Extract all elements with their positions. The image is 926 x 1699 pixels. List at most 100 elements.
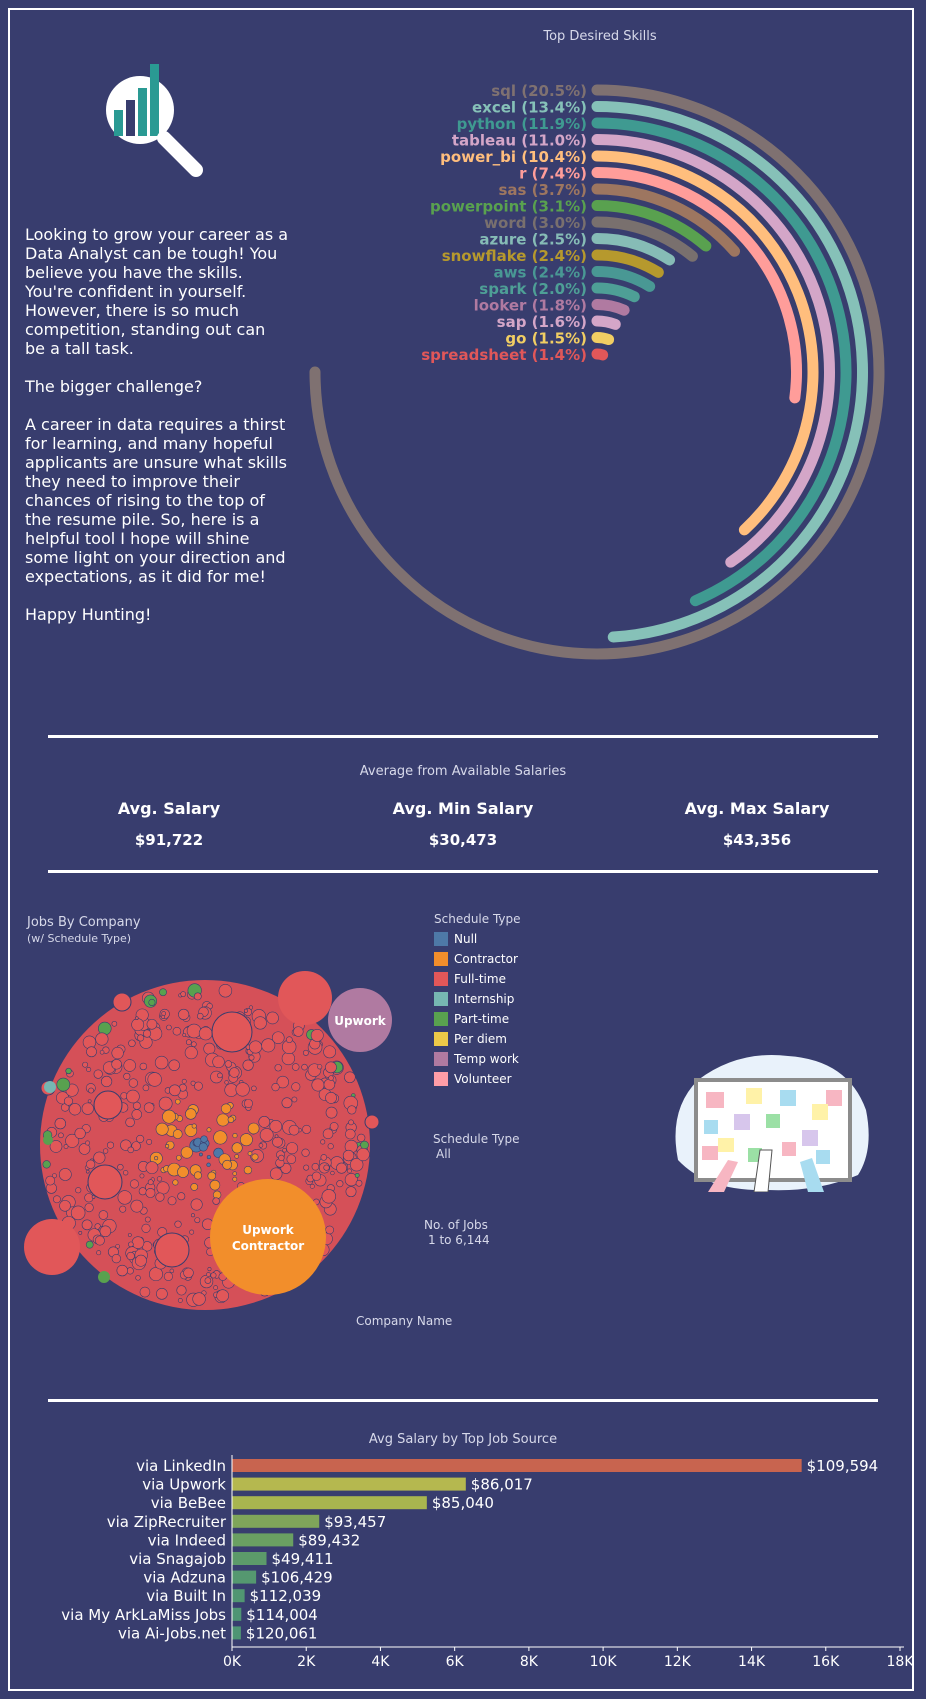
skill-arc-spark[interactable] (591, 282, 640, 303)
skill-arc-aws[interactable] (591, 266, 656, 292)
skill-arc-powerpoint[interactable] (591, 200, 712, 252)
bar-data-label: $85,040 (432, 1494, 494, 1512)
skill-label-python: python (11.9%) (457, 115, 587, 133)
legend-swatch (434, 952, 448, 966)
section-divider-2 (48, 870, 878, 873)
skill-label-looker: looker (1.8%) (474, 297, 587, 315)
x-tick-label: 2K (297, 1654, 316, 1670)
bar-via-built-in[interactable] (232, 1589, 245, 1603)
legend-title: Schedule Type (434, 912, 521, 926)
legend-label: Per diem (454, 1032, 507, 1046)
bar-data-label: $89,432 (298, 1531, 360, 1549)
jobs-by-company-subtitle: (w/ Schedule Type) (27, 932, 132, 945)
skill-arc-sql[interactable] (309, 84, 885, 660)
legend-label: Volunteer (454, 1072, 512, 1086)
bubble-upwork-temp-label: Upwork (334, 1014, 387, 1028)
avg-max-salary-label: Avg. Max Salary (684, 799, 830, 818)
x-tick-label: 4K (371, 1654, 390, 1670)
legend-swatch (434, 972, 448, 986)
section-divider-3 (48, 1399, 878, 1402)
skill-label-snowflake: snowflake (2.4%) (442, 247, 587, 265)
schedule-filter-value: All (436, 1147, 451, 1161)
legend-swatch (434, 1032, 448, 1046)
x-tick-label: 18K (887, 1654, 915, 1670)
bar-data-label: $49,411 (272, 1550, 334, 1568)
bar-via-upwork[interactable] (232, 1477, 466, 1491)
schedule-filter[interactable]: Schedule Type All (433, 1132, 520, 1162)
skill-label-sas: sas (3.7%) (498, 181, 587, 199)
bar-category-label: via Built In (146, 1587, 226, 1605)
salaries-title: Average from Available Salaries (359, 764, 567, 779)
bar-data-label: $112,039 (250, 1587, 322, 1605)
legend-item-temp-work[interactable]: Temp work (434, 1049, 521, 1069)
company-bubble-chart: Upwork Upwork Contractor (24, 971, 392, 1310)
bar-category-label: via My ArkLaMiss Jobs (61, 1606, 226, 1624)
legend-swatch (434, 932, 448, 946)
skill-label-sap: sap (1.6%) (497, 313, 587, 331)
bubble-upwork-temp[interactable] (328, 988, 392, 1052)
legend-swatch (434, 1072, 448, 1086)
skill-arc-word[interactable] (591, 216, 698, 262)
skill-arc-power_bi[interactable] (591, 150, 819, 536)
skill-label-tableau: tableau (11.0%) (452, 132, 587, 150)
skill-label-aws: aws (2.4%) (494, 264, 587, 282)
skill-arc-snowflake[interactable] (591, 249, 664, 278)
bar-category-label: via LinkedIn (136, 1457, 226, 1475)
legend-label: Contractor (454, 952, 518, 966)
legend-swatch (434, 1052, 448, 1066)
bar-category-label: via Adzuna (143, 1569, 226, 1587)
skill-arc-sas[interactable] (591, 183, 741, 257)
x-tick-label: 10K (590, 1654, 618, 1670)
skill-label-spark: spark (2.0%) (479, 280, 587, 298)
bar-via-linkedin[interactable] (232, 1459, 802, 1472)
intro-paragraph-3: A career in data requires a thirst for l… (25, 415, 287, 586)
bubble-large-fulltime-2[interactable] (24, 1219, 80, 1275)
skill-arc-spreadsheet[interactable] (591, 348, 609, 361)
bubble-upwork-contractor[interactable] (210, 1179, 326, 1295)
analytics-magnifier-icon (106, 64, 203, 177)
x-tick-label: 6K (446, 1654, 465, 1670)
bubble-large-fulltime-1[interactable] (278, 971, 332, 1025)
legend-swatch (434, 1012, 448, 1026)
legend-item-per-diem[interactable]: Per diem (434, 1029, 521, 1049)
legend-item-part-time[interactable]: Part-time (434, 1009, 521, 1029)
legend-item-full-time[interactable]: Full-time (434, 969, 521, 989)
skill-label-word: word (3.0%) (484, 214, 587, 232)
skill-arc-excel[interactable] (591, 101, 868, 643)
jobs-by-company-title: Jobs By Company (27, 915, 141, 930)
legend-item-volunteer[interactable]: Volunteer (434, 1069, 521, 1089)
x-tick-label: 0K (223, 1654, 242, 1670)
legend-item-null[interactable]: Null (434, 929, 521, 949)
bar-category-label: via BeBee (151, 1494, 226, 1512)
schedule-filter-label: Schedule Type (433, 1132, 520, 1146)
legend-item-internship[interactable]: Internship (434, 989, 521, 1009)
legend-item-contractor[interactable]: Contractor (434, 949, 521, 969)
skill-label-power_bi: power_bi (10.4%) (440, 148, 587, 166)
skill-label-sql: sql (20.5%) (491, 82, 587, 100)
skill-arc-azure[interactable] (591, 233, 676, 266)
intro-text: Looking to grow your career as a Data An… (25, 225, 290, 643)
skill-arc-tableau[interactable] (591, 134, 835, 568)
skill-arc-go[interactable] (591, 332, 615, 346)
section-divider-1 (48, 735, 878, 738)
bar-via-ai-jobs-net[interactable] (232, 1626, 241, 1640)
skill-arc-python[interactable] (591, 117, 852, 607)
dashboard-frame (8, 8, 914, 1691)
bar-via-adzuna[interactable] (232, 1570, 257, 1584)
skill-arc-r[interactable] (591, 167, 802, 404)
x-tick-label: 8K (520, 1654, 539, 1670)
bubble-cluster (40, 980, 380, 1310)
legend-label: Null (454, 932, 478, 946)
bar-via-indeed[interactable] (232, 1533, 294, 1547)
size-legend-label: No. of Jobs (424, 1218, 488, 1232)
skill-arc-sap[interactable] (591, 315, 621, 330)
bar-category-label: via Ai-Jobs.net (118, 1624, 226, 1642)
bar-via-bebee[interactable] (232, 1496, 427, 1510)
legend-swatch (434, 992, 448, 1006)
bar-data-label: $114,004 (246, 1606, 318, 1624)
bar-via-my-arklamiss-jobs[interactable] (232, 1607, 242, 1621)
skill-arc-looker[interactable] (591, 299, 630, 316)
bar-via-snagajob[interactable] (232, 1552, 267, 1565)
avg-min-salary-label: Avg. Min Salary (392, 799, 534, 818)
bar-via-ziprecruiter[interactable] (232, 1514, 320, 1528)
